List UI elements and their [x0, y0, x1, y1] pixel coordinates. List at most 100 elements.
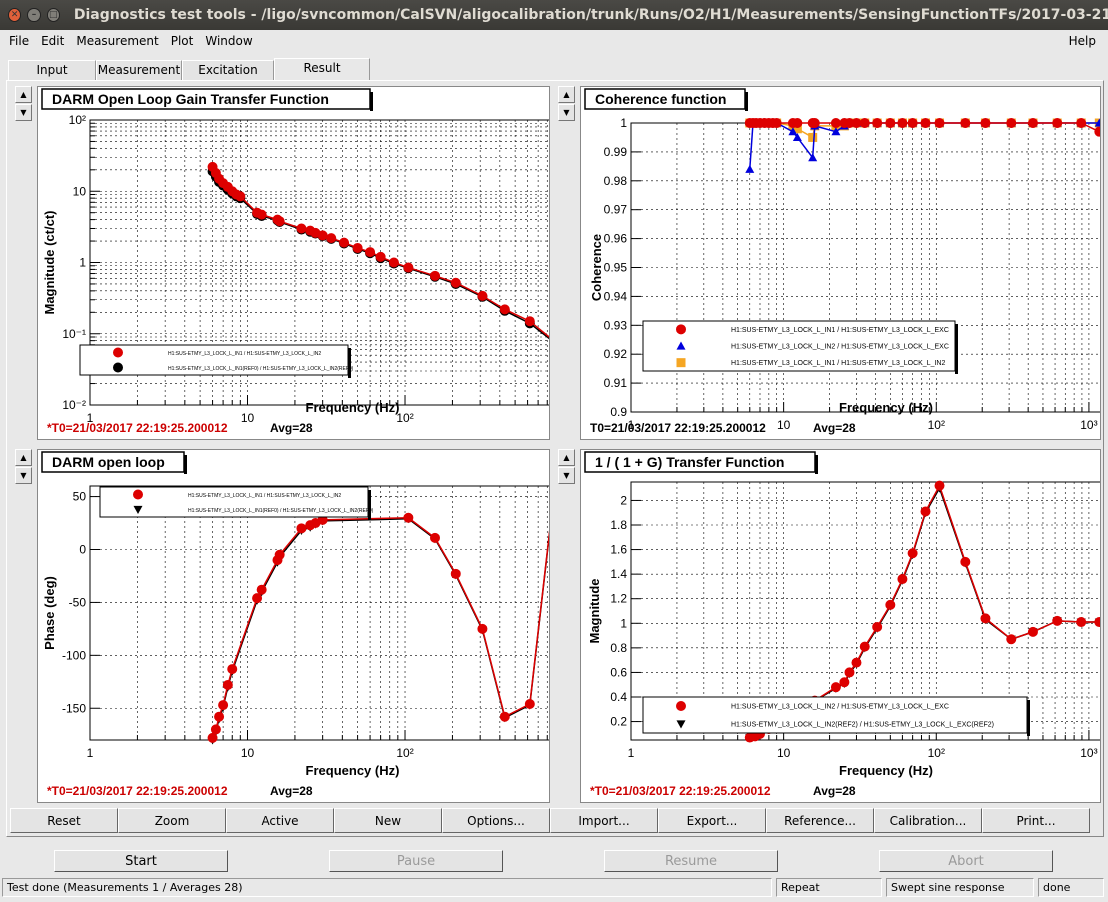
result-frame: [6, 80, 1104, 837]
plot-panel-olg-phase[interactable]: DARM open loop11010²10³-150-100-50050Fre…: [37, 449, 550, 803]
data-point: [1027, 626, 1038, 637]
plot-panel-olg-magnitude[interactable]: DARM Open Loop Gain Transfer Function 1 10…: [37, 86, 550, 440]
active-button[interactable]: Active: [226, 808, 334, 833]
data-point: [745, 164, 755, 173]
zoom-button[interactable]: Zoom: [118, 808, 226, 833]
legend-marker: [676, 358, 686, 368]
data-point: [296, 223, 307, 234]
x-tick-label: 1: [628, 746, 635, 760]
x-tick-label: 10: [777, 746, 791, 760]
legend-shadow: [955, 324, 958, 374]
menu-edit[interactable]: Edit: [41, 34, 65, 48]
close-icon[interactable]: ✕: [8, 8, 22, 22]
reference-button[interactable]: Reference...: [766, 808, 874, 833]
data-point: [274, 216, 285, 227]
data-point: [524, 699, 535, 710]
data-point: [1076, 617, 1087, 628]
x-tick-label: 10³: [1080, 418, 1097, 432]
menu-help[interactable]: Help: [1068, 34, 1096, 48]
data-point: [771, 118, 782, 128]
data-point: [1052, 118, 1063, 128]
menu-file[interactable]: File: [9, 34, 30, 48]
x-tick-label: 1: [87, 746, 94, 760]
x-tick-label: 10: [777, 418, 791, 432]
data-point: [252, 593, 263, 604]
status-main: Test done (Measurements 1 / Averages 28): [2, 878, 772, 897]
y-tick-label: 0.91: [604, 376, 628, 390]
maximize-icon[interactable]: □: [46, 8, 60, 22]
data-point: [1094, 126, 1100, 137]
data-point: [885, 118, 896, 128]
data-point: [980, 613, 991, 624]
panel1-down-arrow-icon[interactable]: ▼: [15, 104, 32, 121]
tab-input[interactable]: Input: [8, 60, 96, 80]
data-point: [1006, 634, 1017, 645]
y-tick-label: 0.92: [604, 347, 628, 361]
export-button[interactable]: Export...: [658, 808, 766, 833]
print-button[interactable]: Print...: [982, 808, 1090, 833]
calibration-button[interactable]: Calibration...: [874, 808, 982, 833]
olg-phase-chart: DARM open loop11010²10³-150-100-50050Fre…: [41, 451, 549, 798]
legend-label: H1:SUS-ETMY_L3_LOCK_L_IN1(REF0) / H1:SUS…: [168, 366, 354, 372]
y-tick-label: 10⁻¹: [62, 327, 86, 341]
y-tick-label: 10⁻²: [62, 398, 86, 412]
data-point: [210, 724, 221, 735]
reset-button[interactable]: Reset: [10, 808, 118, 833]
data-point: [1094, 118, 1100, 127]
average-count-label: Avg=28: [270, 784, 313, 798]
legend-box: [642, 320, 956, 372]
menu-window[interactable]: Window: [205, 34, 253, 48]
panel1-up-arrow-icon[interactable]: ▲: [15, 86, 32, 103]
menu-measurement[interactable]: Measurement: [76, 34, 159, 48]
y-tick-label: 2: [620, 493, 627, 507]
new-button[interactable]: New: [334, 808, 442, 833]
plot-button-row: Reset Zoom Active New Options... Import.…: [10, 808, 1090, 834]
resume-button[interactable]: Resume: [604, 850, 778, 872]
y-tick-label: 0: [79, 543, 86, 557]
legend-marker: [113, 362, 123, 373]
x-axis-label: Frequency (Hz): [839, 763, 933, 778]
y-axis-label: Magnitude: [587, 579, 602, 644]
abort-button[interactable]: Abort: [879, 850, 1053, 872]
closed-loop-chart: 1 / ( 1 + G) Transfer Function 1 10 10² 10³ 0…: [584, 451, 1100, 798]
data-point: [830, 682, 841, 693]
data-point: [851, 657, 862, 668]
y-tick-label: 1: [79, 256, 86, 270]
y-tick-label: 0.97: [604, 203, 628, 217]
tab-excitation[interactable]: Excitation: [182, 60, 274, 80]
y-tick-label: -50: [69, 595, 87, 609]
average-count-label: Avg=28: [270, 421, 313, 435]
panel4-down-arrow-icon[interactable]: ▼: [558, 467, 575, 484]
plot-panel-coherence[interactable]: Coherence function 1 10 10² 10³ 0.9 0.91 0.92 0.…: [580, 86, 1101, 440]
y-tick-label: 0.96: [604, 232, 628, 246]
tab-result[interactable]: Result: [274, 58, 370, 80]
y-tick-label: 0.8: [610, 641, 627, 655]
data-point: [960, 118, 971, 128]
plot-panel-closed-loop[interactable]: 1 / ( 1 + G) Transfer Function 1 10 10² 10³ 0…: [580, 449, 1101, 803]
data-point: [960, 556, 971, 567]
panel4-up-arrow-icon[interactable]: ▲: [558, 449, 575, 466]
y-tick-label: 0.6: [610, 665, 627, 679]
panel3-down-arrow-icon[interactable]: ▼: [15, 467, 32, 484]
panel2-up-arrow-icon[interactable]: ▲: [558, 86, 575, 103]
import-button[interactable]: Import...: [550, 808, 658, 833]
minimize-icon[interactable]: –: [27, 8, 41, 22]
tab-measurement[interactable]: Measurement: [96, 60, 182, 80]
data-point: [388, 257, 399, 268]
data-point: [792, 118, 803, 128]
data-point: [859, 118, 870, 128]
data-point: [227, 664, 238, 675]
data-point: [907, 548, 918, 559]
start-button[interactable]: Start: [54, 850, 228, 872]
pause-button[interactable]: Pause: [329, 850, 503, 872]
data-point: [808, 132, 818, 142]
legend-label: H1:SUS-ETMY_L3_LOCK_L_IN1 / H1:SUS-ETMY_…: [731, 360, 945, 367]
options-button[interactable]: Options...: [442, 808, 550, 833]
legend-label: H1:SUS-ETMY_L3_LOCK_L_IN2 / H1:SUS-ETMY_…: [731, 704, 949, 711]
panel3-up-arrow-icon[interactable]: ▲: [15, 449, 32, 466]
data-point: [920, 118, 931, 128]
data-point: [1006, 118, 1017, 128]
panel2-down-arrow-icon[interactable]: ▼: [558, 104, 575, 121]
menu-plot[interactable]: Plot: [170, 34, 194, 48]
chart-title: 1 / ( 1 + G) Transfer Function: [595, 454, 784, 470]
